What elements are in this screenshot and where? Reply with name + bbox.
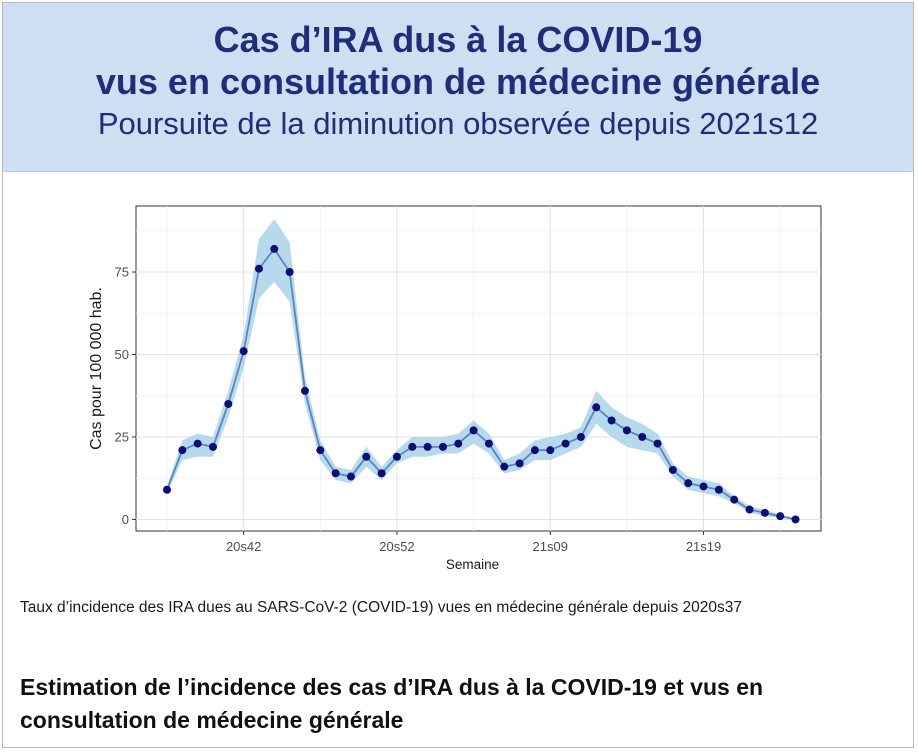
data-point [561,439,570,448]
data-point [377,469,386,478]
data-point [178,446,187,455]
data-point [224,399,233,408]
incidence-line-chart: 0 25 50 75 20s42 20s52 21s09 21s19 Semaine Cas po… [88,205,822,572]
data-point [208,442,217,451]
x-tick-label: 20s52 [379,539,414,554]
data-point [484,439,493,448]
data-point [346,472,355,481]
data-point [515,459,524,468]
data-point [668,465,677,474]
data-point [745,505,754,514]
data-point [622,426,631,435]
data-point [500,462,509,471]
data-point [530,446,539,455]
page-subtitle: Poursuite de la diminution observée depu… [97,106,819,141]
y-tick-label: 75 [115,264,129,279]
data-point [362,452,371,461]
data-point [423,442,432,451]
y-tick-label: 50 [115,347,129,362]
data-point [546,446,555,455]
x-tick-label: 21s09 [533,539,568,554]
y-tick-label: 25 [115,429,129,444]
data-point [791,515,800,524]
data-point [193,439,202,448]
data-point [438,442,447,451]
data-point [300,386,309,395]
title-banner: Cas d’IRA dus à la COVID-19 vus en consu… [3,3,913,172]
data-point [408,442,417,451]
data-point [776,512,785,521]
data-point [684,479,693,488]
page-title-line-1: Cas d’IRA dus à la COVID-19 [213,19,703,60]
chart-caption: Taux d’incidence des IRA dues au SARS-Co… [20,599,743,616]
data-point [653,439,662,448]
plot-panel [135,205,822,532]
data-point [730,495,739,504]
data-point [699,482,708,491]
data-point [454,439,463,448]
confidence-ribbon [167,219,796,520]
data-point [576,432,585,441]
x-tick-label: 20s42 [226,539,261,554]
data-point [392,452,401,461]
data-point [760,508,769,517]
section-heading: Estimation de l’incidence des cas d’IRA … [20,674,764,733]
data-point [469,426,478,435]
data-point [638,432,647,441]
data-point [331,469,340,478]
x-axis-title: Semaine [446,557,499,572]
data-point [254,264,263,273]
data-point [607,416,616,425]
data-point [239,347,248,356]
data-point [163,485,171,494]
y-tick-label: 0 [122,512,129,527]
data-point [285,267,294,276]
x-tick-label: 21s19 [686,539,721,554]
data-point [714,485,723,494]
data-point [316,446,325,455]
data-point [270,244,279,253]
y-axis-title: Cas pour 100 000 hab. [88,287,105,450]
page-title-line-2: vus en consultation de médecine générale [95,61,821,102]
data-point [592,403,601,412]
